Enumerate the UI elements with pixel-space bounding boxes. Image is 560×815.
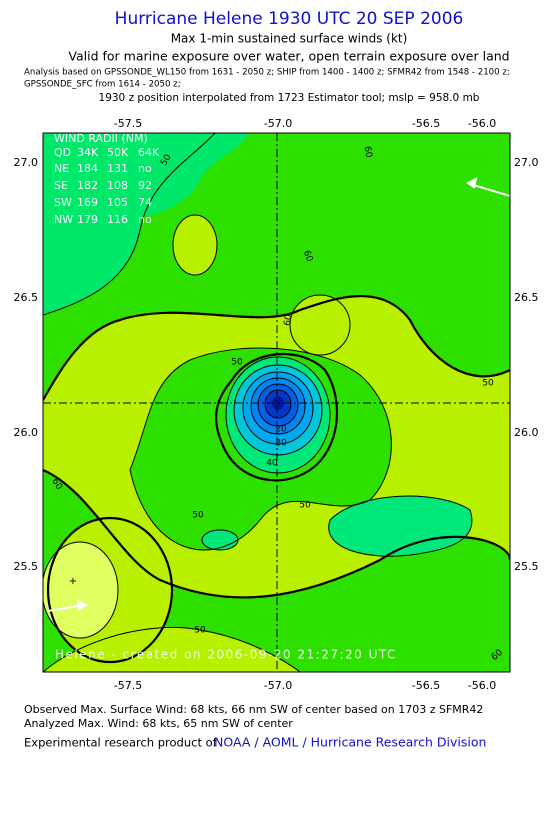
analyzed-wind: Analyzed Max. Wind: 68 kts, 65 nm SW of …: [24, 717, 293, 730]
radii-cell: 169: [77, 196, 98, 209]
radii-header: QD: [54, 146, 71, 159]
lon-label: -56.0: [468, 679, 496, 692]
analysis-line: Analysis based on GPSSONDE_WL150 from 16…: [24, 68, 510, 78]
lon-label: -56.5: [412, 117, 440, 130]
observed-wind: Observed Max. Surface Wind: 68 kts, 66 n…: [24, 703, 483, 716]
radii-cell: 92: [138, 179, 152, 192]
wind-field: +: [43, 133, 510, 672]
contour-label: 50: [192, 511, 204, 521]
radii-cell: 179: [77, 213, 98, 226]
radii-cell: 184: [77, 162, 98, 175]
radii-cell: NE: [54, 162, 69, 175]
validity: Valid for marine exposure over water, op…: [68, 49, 509, 64]
lat-label: 25.5: [14, 560, 39, 573]
contour-label: 60: [362, 146, 374, 159]
product-link[interactable]: NOAA / AOML / Hurricane Research Divisio…: [214, 735, 486, 750]
contour-label: 50: [194, 626, 206, 636]
product-prefix: Experimental research product of: [24, 736, 218, 750]
labels: -57.5 -57.5 -57.0 -57.0 -56.5 -56.5 -56.0 -56.0…: [14, 117, 539, 692]
svg-text:+: +: [69, 576, 77, 587]
radii-cell: SW: [54, 196, 72, 209]
lon-label: -56.0: [468, 117, 496, 130]
radii-cell: 108: [107, 179, 128, 192]
lat-label: 27.0: [514, 156, 539, 169]
lat-label: 26.5: [14, 291, 39, 304]
contour-label: 30: [275, 439, 287, 449]
credit: Helene - created on 2006-09-20 21:27:20 …: [55, 648, 397, 662]
contour-label: 60: [301, 249, 314, 263]
position-note: 1930 z position interpolated from 1723 E…: [99, 92, 480, 104]
contour-label: 60: [283, 313, 295, 326]
map-frame: [42, 132, 511, 673]
lon-label: -57.0: [264, 117, 292, 130]
contour-label: 20: [275, 425, 287, 435]
lon-label: -57.0: [264, 679, 292, 692]
lon-label: -57.5: [114, 679, 142, 692]
radii-cell: no: [138, 162, 152, 175]
lat-label: 27.0: [14, 156, 39, 169]
radii-cell: no: [138, 213, 152, 226]
lat-label: 26.5: [514, 291, 539, 304]
radii-cell: 74: [138, 196, 152, 209]
radii-title: WIND RADII (NM): [54, 132, 148, 145]
contour-label: 50: [482, 379, 494, 389]
subtitle: Max 1-min sustained surface winds (kt): [171, 32, 408, 46]
contour-label: 50: [299, 501, 311, 511]
radii-header: 50K: [107, 146, 129, 159]
radii-cell: 131: [107, 162, 128, 175]
radii-cell: 182: [77, 179, 98, 192]
radii-header: 34K: [77, 146, 99, 159]
title: Hurricane Helene 1930 UTC 20 SEP 2006: [115, 9, 464, 29]
lon-label: -57.5: [114, 117, 142, 130]
analysis-line: GPSSONDE_SFC from 1614 - 2050 z;: [24, 80, 181, 90]
lat-label: 25.5: [514, 560, 539, 573]
radii-cell: SE: [54, 179, 68, 192]
lon-label: -56.5: [412, 679, 440, 692]
radii-cell: 105: [107, 196, 128, 209]
radii-header: 64K: [138, 146, 160, 159]
lat-label: 26.0: [514, 426, 539, 439]
radii-cell: 116: [107, 213, 128, 226]
lat-label: 26.0: [14, 426, 39, 439]
radii-cell: NW: [54, 213, 73, 226]
contour-label: 40: [266, 459, 278, 469]
contour-label: 50: [231, 358, 243, 368]
